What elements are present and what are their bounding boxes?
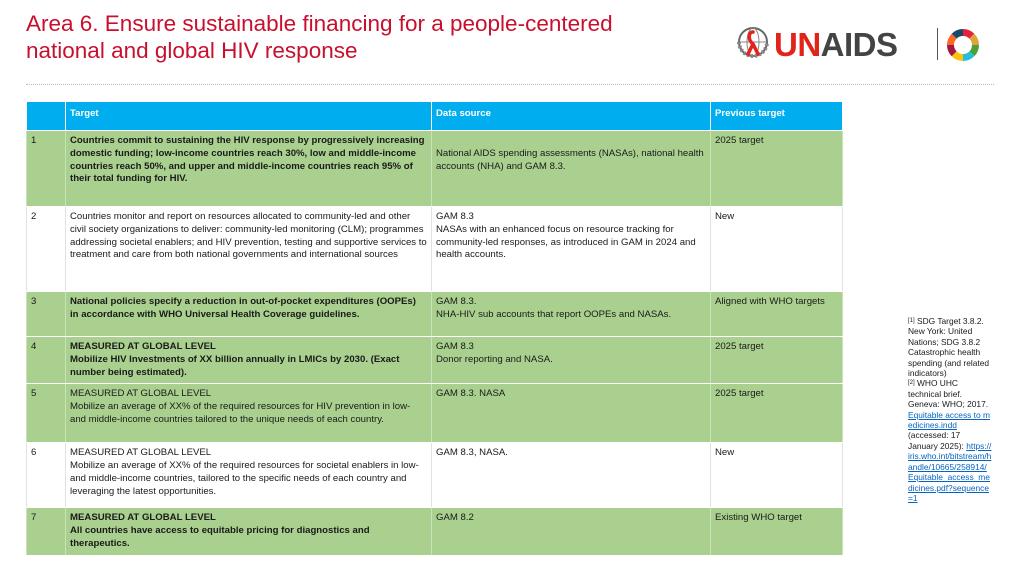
table-row: 4 MEASURED AT GLOBAL LEVEL Mobilize HIV I… [26,335,843,385]
row-data-source: GAM 8.3, NASA. [431,442,711,509]
row-previous-target: Existing WHO target [710,507,843,556]
row-previous-target: 2025 target [710,383,843,444]
column-header-target: Target [65,101,432,131]
footnote-2: [2] WHO UHC technical brief. Geneva: WHO… [908,378,992,503]
table-row: 6 MEASURED AT GLOBAL LEVEL Mobilize an av… [26,442,843,509]
page-title-line-2: national and global HIV response [26,38,358,63]
table-row: 5 MEASURED AT GLOBAL LEVEL Mobilize an av… [26,383,843,444]
row-previous-target: 2025 target [710,130,843,207]
row-number: 7 [26,507,66,556]
footnotes: [1] SDG Target 3.8.2. New York: United N… [908,316,992,503]
page-title: Area 6. Ensure sustainable financing for… [26,10,726,64]
footnote-1: [1] SDG Target 3.8.2. New York: United N… [908,316,990,379]
column-header-number [26,101,66,131]
column-header-previous-target: Previous target [710,101,843,131]
row-data-source: National AIDS spending assessments (NASA… [431,130,711,207]
row-data-source: GAM 8.3 Donor reporting and NASA. [431,335,711,385]
footnote-link-equitable-access[interactable]: Equitable access to medicines.indd [908,409,990,431]
targets-table: Target Data source Previous target 1 Cou… [26,101,843,556]
row-data-source: GAM 8.2 [431,507,711,556]
table-row: 1 Countries commit to sustaining the HIV… [26,130,843,207]
row-data-source: GAM 8.3. NHA-HIV sub accounts that report… [431,291,711,337]
footnote-url[interactable]: https://iris.who.int/bitstream/handle/10… [908,440,992,503]
row-target: MEASURED AT GLOBAL LEVEL Mobilize an aver… [65,383,432,444]
row-target: MEASURED AT GLOBAL LEVEL Mobilize HIV Inv… [65,335,432,385]
row-data-source: GAM 8.3. NASA [431,383,711,444]
sdg-wheel-icon [947,29,979,61]
row-number: 2 [26,206,66,292]
row-number: 4 [26,335,66,385]
row-data-source: GAM 8.3 NASAs with an enhanced focus on r… [431,206,711,292]
column-header-data-source: Data source [431,101,711,131]
row-target: Countries commit to sustaining the HIV r… [65,130,432,207]
row-number: 6 [26,442,66,509]
page-title-line-1: Area 6. Ensure sustainable financing for… [26,11,613,36]
row-target: MEASURED AT GLOBAL LEVEL Mobilize an aver… [65,442,432,509]
table-row: 2 Countries monitor and report on resour… [26,206,843,292]
row-target: MEASURED AT GLOBAL LEVEL All countries ha… [65,507,432,556]
row-target: Countries monitor and report on resource… [65,206,432,292]
row-previous-target: New [710,442,843,509]
row-target: National policies specify a reduction in… [65,291,432,337]
table-row: 7 MEASURED AT GLOBAL LEVEL All countries … [26,507,843,556]
logo-separator [937,28,938,60]
table-header-row: Target Data source Previous target [26,101,843,131]
row-previous-target: 2025 target [710,335,843,385]
row-number: 3 [26,291,66,337]
row-previous-target: Aligned with WHO targets [710,291,843,337]
unaids-emblem-icon [737,27,769,58]
row-number: 5 [26,383,66,444]
row-number: 1 [26,130,66,207]
title-divider [26,84,994,85]
row-previous-target: New [710,206,843,292]
unaids-wordmark: UNAIDS [774,26,898,63]
table-row: 3 National policies specify a reduction … [26,291,843,337]
